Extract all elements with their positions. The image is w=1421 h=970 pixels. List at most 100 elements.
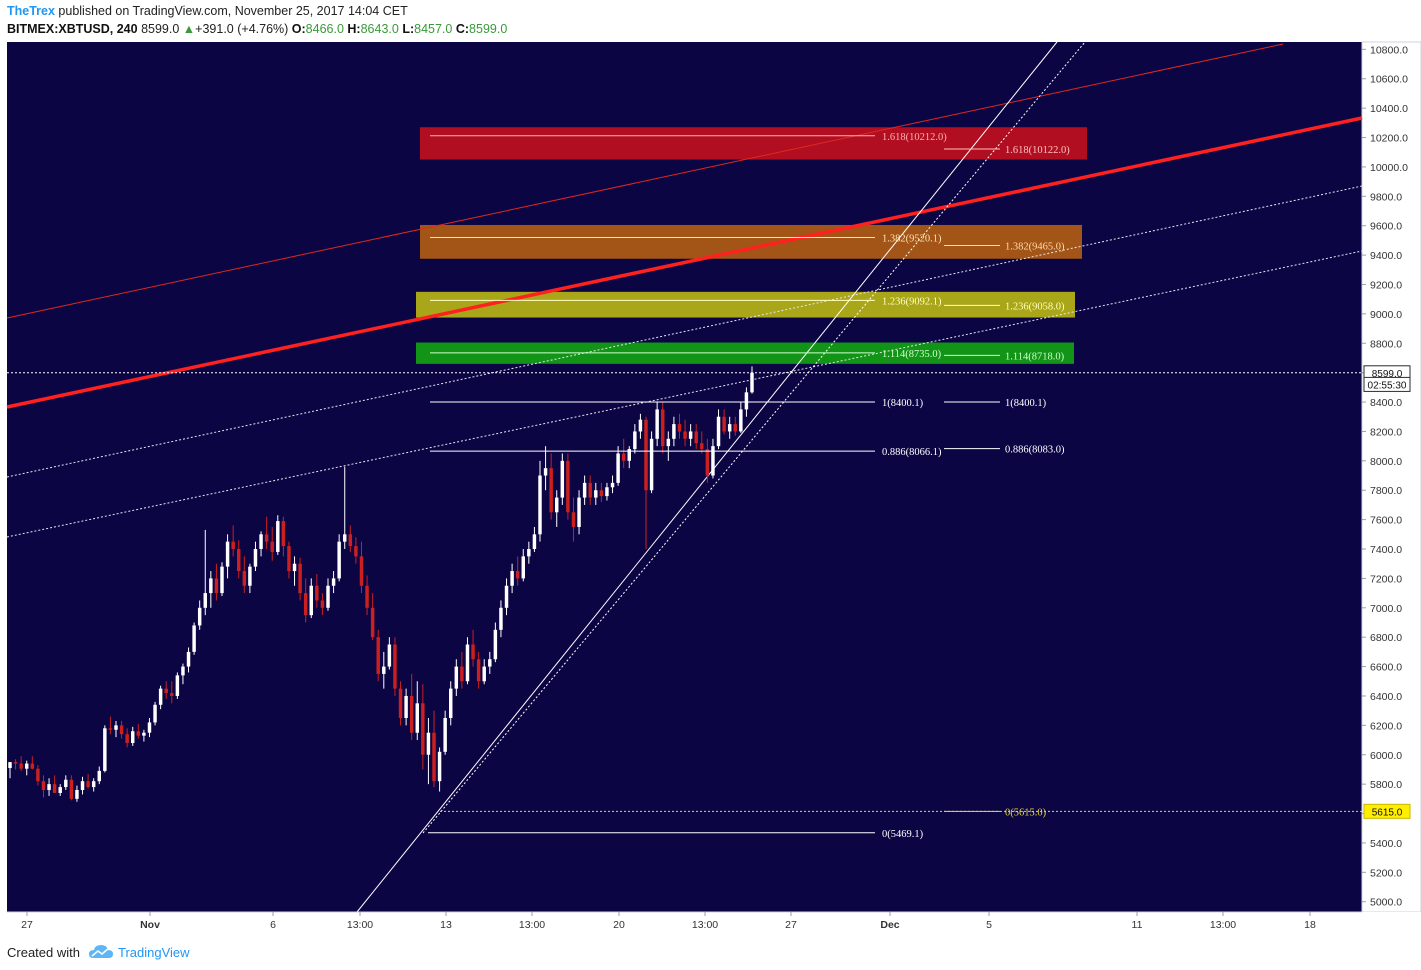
price-markers: 8599.002:55:30 5615.0 bbox=[1363, 365, 1411, 819]
candle-body bbox=[203, 593, 207, 608]
time-tick-label: 13:00 bbox=[519, 919, 545, 931]
price-tick-label: 8800.0 bbox=[1370, 338, 1402, 350]
candle-body bbox=[253, 549, 258, 567]
low-value: 8457.0 bbox=[414, 22, 453, 36]
candle-body bbox=[605, 487, 609, 497]
fib-a-label: 1(8400.1) bbox=[882, 398, 924, 409]
candle-body bbox=[19, 763, 23, 769]
candle bbox=[158, 685, 163, 710]
candle-body bbox=[231, 541, 235, 550]
candle-body bbox=[103, 728, 107, 771]
ohlc-line: BITMEX:XBTUSD, 240 8599.0 ▲+391.0 (+4.76… bbox=[7, 22, 507, 36]
candle bbox=[621, 438, 626, 469]
candle bbox=[359, 541, 364, 594]
candle-body bbox=[281, 521, 286, 547]
price-tick-label: 10400.0 bbox=[1370, 103, 1408, 115]
candle bbox=[683, 419, 687, 447]
candle-body bbox=[482, 666, 486, 682]
candle-body bbox=[170, 693, 174, 696]
high-label: H: bbox=[347, 22, 361, 36]
candle bbox=[309, 578, 313, 619]
candle-body bbox=[303, 593, 308, 616]
candle-body bbox=[153, 704, 157, 723]
candle-body bbox=[30, 763, 35, 769]
candle bbox=[326, 578, 330, 611]
candle-body bbox=[727, 424, 732, 432]
candle-body bbox=[666, 438, 671, 447]
candle bbox=[237, 540, 241, 579]
candle-body bbox=[432, 732, 436, 782]
price-tick-label: 6000.0 bbox=[1370, 750, 1402, 762]
price-marker-box bbox=[1363, 803, 1411, 819]
time-tick-label: 5 bbox=[986, 919, 992, 931]
candle-body bbox=[142, 732, 146, 736]
candle bbox=[298, 557, 302, 601]
candle-body bbox=[326, 585, 330, 608]
candle-body bbox=[594, 490, 598, 498]
footer: Created with TradingView bbox=[0, 938, 1421, 970]
candle-body bbox=[309, 585, 313, 616]
close-label: C: bbox=[455, 22, 470, 36]
candle bbox=[203, 529, 207, 616]
time-axis[interactable] bbox=[7, 912, 1421, 938]
candle bbox=[733, 416, 737, 436]
candle-body bbox=[404, 695, 408, 719]
price-tick-label: 7400.0 bbox=[1370, 544, 1402, 556]
candle bbox=[404, 688, 408, 726]
candle bbox=[627, 446, 631, 469]
last-price: 8599.0 bbox=[141, 22, 180, 36]
fib-b-label: 1.236(9058.0) bbox=[1005, 301, 1065, 312]
candle-body bbox=[337, 541, 341, 579]
candle bbox=[276, 515, 280, 555]
candle-body bbox=[499, 607, 503, 630]
price-chart[interactable]: 1.618(10212.0) 1.382(9520.1) 1.236(9092.1)… bbox=[0, 0, 1421, 938]
candle bbox=[409, 673, 414, 741]
candle bbox=[30, 756, 35, 770]
candle bbox=[532, 526, 537, 552]
price-tick-label: 5000.0 bbox=[1370, 897, 1402, 909]
candle bbox=[108, 716, 113, 735]
author-link[interactable]: TheTrex bbox=[7, 4, 55, 18]
time-tick-label: 18 bbox=[1304, 919, 1316, 931]
candle bbox=[454, 659, 459, 696]
candle bbox=[577, 490, 581, 535]
candle bbox=[131, 726, 135, 746]
candle-body bbox=[114, 725, 118, 730]
candle-body bbox=[415, 703, 419, 733]
price-tick-label: 9000.0 bbox=[1370, 309, 1402, 321]
candle bbox=[644, 416, 648, 550]
open-value: 8466.0 bbox=[305, 22, 344, 36]
candle bbox=[248, 563, 252, 594]
candle-body bbox=[426, 732, 431, 755]
candle bbox=[287, 541, 291, 579]
candles bbox=[8, 366, 754, 802]
candle-body bbox=[47, 784, 51, 791]
candle bbox=[415, 681, 419, 741]
price-axis[interactable] bbox=[1361, 41, 1421, 913]
created-with-text: Created with bbox=[7, 945, 80, 960]
candle-body bbox=[649, 438, 654, 491]
candle bbox=[91, 778, 96, 792]
published-text: published on TradingView.com, November 2… bbox=[58, 4, 408, 18]
candle bbox=[376, 629, 380, 682]
price-ticks: 5000.05200.05400.05600.05800.06000.06200… bbox=[1362, 44, 1408, 909]
candle bbox=[661, 402, 665, 454]
tradingview-link[interactable]: TradingView bbox=[118, 945, 190, 960]
candle-body bbox=[331, 578, 336, 586]
candle bbox=[209, 571, 213, 608]
candle-body bbox=[214, 578, 219, 594]
candle-body bbox=[633, 431, 637, 450]
time-tick-label: 20 bbox=[613, 919, 625, 931]
candle bbox=[499, 600, 503, 638]
fib-a-label: 1.114(8735.0) bbox=[882, 349, 942, 360]
candle bbox=[471, 629, 475, 667]
candle-body bbox=[527, 549, 531, 557]
candle-body bbox=[722, 416, 726, 432]
candle bbox=[80, 776, 85, 795]
candle-body bbox=[744, 392, 749, 410]
price-tick-label: 10200.0 bbox=[1370, 133, 1408, 145]
candle-body bbox=[259, 534, 263, 550]
candle bbox=[253, 541, 258, 572]
change-value: +391.0 (+4.76%) bbox=[195, 22, 289, 36]
time-tick-label: 13:00 bbox=[692, 919, 718, 931]
